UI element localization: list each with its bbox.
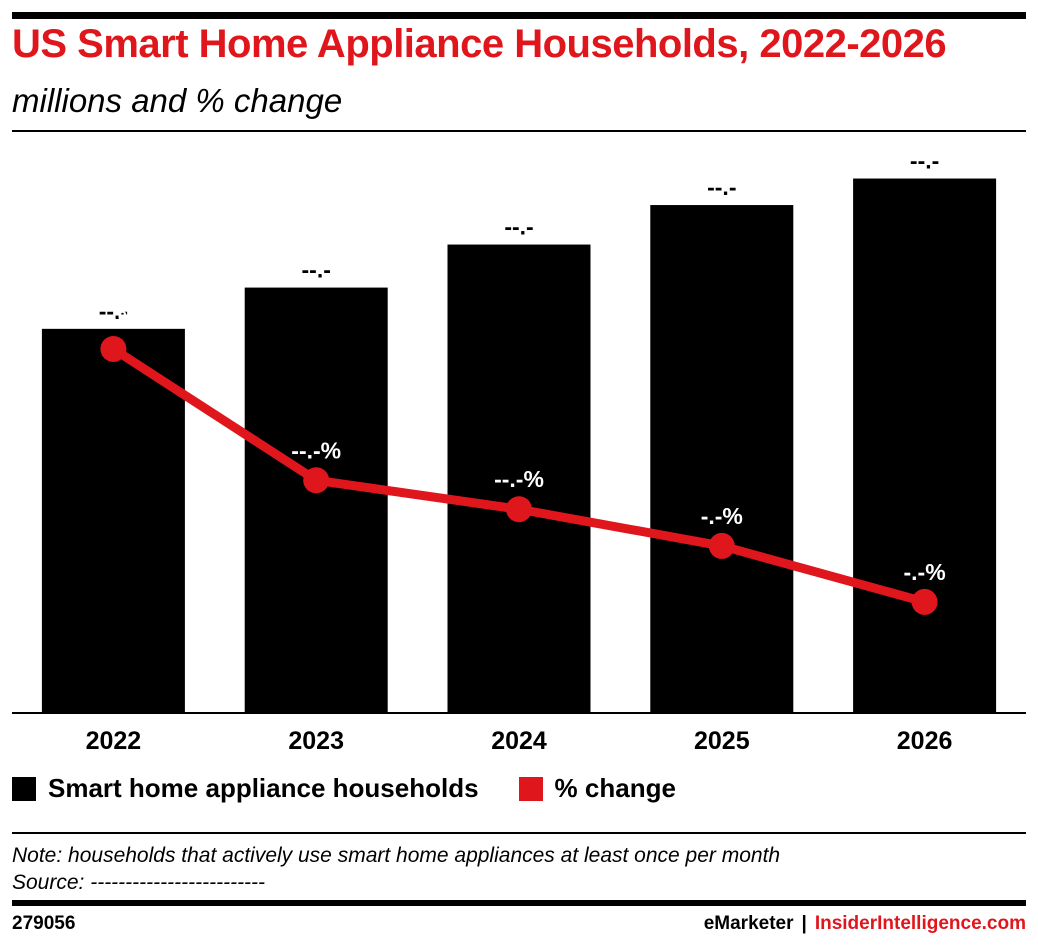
chart-title: US Smart Home Appliance Households, 2022…	[12, 22, 947, 66]
notes: Note: households that actively use smart…	[12, 842, 780, 896]
pct-change-point-2025	[708, 532, 735, 559]
pct-change-point-2022	[100, 335, 127, 362]
title-divider	[12, 130, 1026, 132]
brand-emarketer: eMarketer	[703, 913, 794, 934]
legend: Smart home appliance households % change	[12, 773, 716, 804]
x-tick-label-2024: 2024	[491, 727, 547, 755]
brand-insider-intelligence: InsiderIntelligence.com	[814, 913, 1026, 934]
legend-item-line: % change	[518, 773, 676, 804]
footer-rule	[12, 900, 1026, 906]
pct-change-point-2024	[506, 496, 532, 523]
chart-subtitle: millions and % change	[12, 82, 343, 119]
pct-change-point-2026	[911, 588, 938, 615]
x-tick-label-2026: 2026	[897, 727, 953, 755]
footer-brand: eMarketer | InsiderIntelligence.com	[704, 913, 1026, 935]
pct-change-label-2025: -.-%	[701, 503, 743, 529]
brand-separator: |	[801, 913, 807, 934]
bar-value-label-2026: --.-	[910, 148, 939, 174]
pct-change-label-2023: --.-%	[291, 437, 341, 463]
legend-swatch-line	[518, 776, 543, 801]
bar-value-label-2023: --.-	[302, 257, 331, 283]
legend-label-line: % change	[554, 773, 676, 803]
x-tick-label-2022: 2022	[86, 727, 142, 755]
pct-change-label-2024: --.-%	[494, 466, 544, 492]
bar-2023	[244, 287, 388, 712]
pct-change-label-2022: --.-%	[88, 306, 138, 332]
bar-2022	[41, 328, 185, 712]
pct-change-point-2023	[303, 467, 330, 494]
legend-swatch-bars	[12, 776, 36, 801]
note-text: Note: households that actively use smart…	[12, 844, 781, 867]
chart-area: --.- --.- --.- --.- --.- 2022 2023 2024 2025 2026…	[12, 148, 1026, 755]
top-rule	[12, 12, 1026, 19]
bar-value-label-2024: --.-	[504, 214, 533, 240]
bar-2026	[853, 178, 997, 713]
legend-item-bars: Smart home appliance households	[12, 773, 479, 804]
notes-divider	[12, 832, 1026, 834]
legend-label-bars: Smart home appliance households	[48, 773, 479, 803]
pct-change-label-2026: -.-%	[904, 559, 946, 585]
x-tick-label-2023: 2023	[288, 727, 344, 755]
source-text: Source: -------------------------	[12, 871, 266, 894]
bar-value-label-2025: --.-	[707, 174, 736, 200]
bar-value-label-2022: --.-	[99, 298, 128, 324]
chart-id: 279056	[12, 913, 76, 934]
x-tick-label-2025: 2025	[694, 727, 750, 755]
bar-2024	[447, 244, 591, 712]
bar-2025	[650, 205, 794, 712]
